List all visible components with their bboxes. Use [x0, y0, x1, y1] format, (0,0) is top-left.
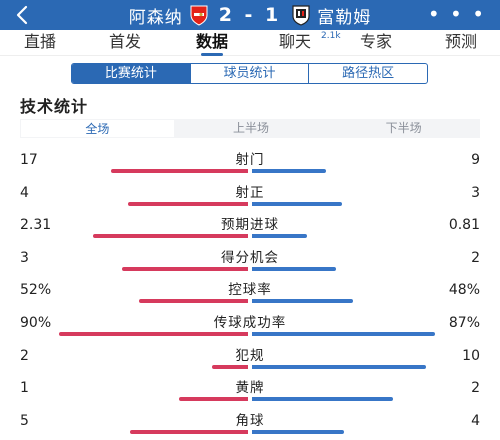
- tab-predictions-label: 预测: [444, 32, 477, 51]
- arsenal-crest-icon: [189, 4, 209, 26]
- stat-away-value: 87%: [448, 315, 480, 331]
- stat-home-bar: [122, 266, 248, 271]
- stat-row: 5 角球 4: [0, 412, 500, 440]
- stat-away-value: 2: [471, 249, 480, 266]
- stats-segment-control: 比赛统计 球员统计 路径热区: [71, 63, 428, 84]
- segment-match-stats[interactable]: 比赛统计: [72, 64, 190, 83]
- stat-home-value: 52%: [20, 282, 52, 299]
- stat-home-value: 3: [20, 249, 29, 266]
- stat-row: 3 得分机会 2: [0, 249, 500, 281]
- stat-away-bar: [252, 397, 393, 402]
- period-tab-second-half[interactable]: 下半场: [385, 121, 422, 135]
- tab-chat[interactable]: 聊天: [270, 30, 320, 56]
- tab-lineup-label: 首发: [108, 32, 141, 51]
- stat-home-bar: [93, 234, 248, 239]
- stat-home-bar: [130, 429, 248, 434]
- more-options-icon[interactable]: • • •: [427, 2, 486, 26]
- stat-label: 犯规: [235, 347, 265, 364]
- stat-label: 传球成功率: [213, 315, 287, 331]
- stat-away-bar: [252, 299, 353, 304]
- stat-label: 得分机会: [221, 249, 279, 266]
- stat-row: 4 射正 3: [0, 184, 500, 216]
- stat-home-value: 90%: [20, 315, 52, 331]
- stat-row: 2.31 预期进球 0.81: [0, 216, 500, 248]
- section-title: 技术统计: [20, 97, 89, 116]
- stat-home-bar: [212, 364, 248, 369]
- stat-row: 2 犯规 10: [0, 347, 500, 379]
- active-tab-indicator: [201, 53, 223, 56]
- stat-label: 控球率: [228, 282, 272, 299]
- period-tab-full[interactable]: 全场: [20, 119, 175, 138]
- stat-home-bar: [111, 169, 248, 173]
- away-team-name: 富勒姆: [317, 7, 372, 28]
- tab-lineup[interactable]: 首发: [101, 30, 149, 56]
- stat-away-bar: [252, 201, 342, 206]
- back-arrow-icon[interactable]: [12, 4, 34, 26]
- fulham-crest-icon: [291, 4, 311, 26]
- stat-away-value: 2: [471, 380, 480, 397]
- stat-away-value: 0.81: [448, 217, 480, 234]
- stat-home-value: 2: [20, 347, 29, 364]
- stat-label: 射正: [235, 184, 265, 201]
- stat-away-bar: [252, 332, 435, 336]
- tab-stats-label: 数据: [195, 32, 228, 51]
- match-header: 阿森纳 2 - 1 富勒姆 • • •: [0, 0, 500, 30]
- stat-away-value: 10: [462, 347, 480, 364]
- stat-row: 90% 传球成功率 87%: [0, 314, 500, 346]
- stat-row: 17 射门 9: [0, 151, 500, 183]
- stat-row: 1 黄牌 2: [0, 379, 500, 411]
- home-team-name: 阿森纳: [128, 7, 183, 28]
- tab-chat-label: 聊天: [278, 32, 311, 51]
- stat-away-bar: [252, 234, 307, 239]
- tab-experts-label: 专家: [359, 32, 392, 51]
- stat-away-bar: [252, 429, 344, 434]
- stat-home-value: 17: [20, 152, 38, 168]
- segment-heatmap[interactable]: 路径热区: [308, 64, 427, 83]
- stat-away-value: 3: [471, 184, 480, 201]
- stat-away-value: 9: [471, 152, 480, 168]
- stat-away-value: 48%: [448, 282, 480, 299]
- stat-home-bar: [179, 397, 248, 402]
- stat-label: 预期进球: [221, 217, 279, 234]
- stat-label: 角球: [235, 412, 265, 429]
- stat-home-bar: [128, 201, 248, 206]
- stat-row: 52% 控球率 48%: [0, 281, 500, 313]
- stat-home-value: 2.31: [20, 217, 52, 234]
- stat-home-bar: [59, 332, 248, 336]
- stat-away-bar: [252, 266, 336, 271]
- match-score: 2 - 1: [218, 4, 282, 26]
- scoreline: 阿森纳 2 - 1 富勒姆: [0, 0, 500, 30]
- chat-count-badge: 2.1k: [321, 31, 341, 41]
- stat-label: 黄牌: [235, 380, 265, 397]
- stat-away-bar: [252, 364, 426, 369]
- period-tabs: 全场 上半场 下半场: [20, 119, 480, 138]
- match-nav: 直播 首发 数据 聊天 2.1k 专家 预测: [0, 30, 500, 56]
- tab-live-label: 直播: [23, 32, 56, 51]
- stat-label: 射门: [235, 152, 265, 168]
- stat-home-value: 1: [20, 380, 29, 397]
- stat-away-value: 4: [471, 412, 480, 429]
- stat-home-bar: [139, 299, 248, 304]
- tab-experts[interactable]: 专家: [351, 30, 401, 56]
- segment-player-stats[interactable]: 球员统计: [189, 64, 309, 83]
- period-tab-first-half[interactable]: 上半场: [233, 121, 270, 135]
- stat-away-bar: [252, 169, 326, 173]
- tab-stats[interactable]: 数据: [186, 30, 238, 56]
- stat-home-value: 4: [20, 184, 29, 201]
- tab-predictions[interactable]: 预测: [436, 30, 486, 56]
- stat-home-value: 5: [20, 412, 29, 429]
- tab-live[interactable]: 直播: [16, 30, 64, 56]
